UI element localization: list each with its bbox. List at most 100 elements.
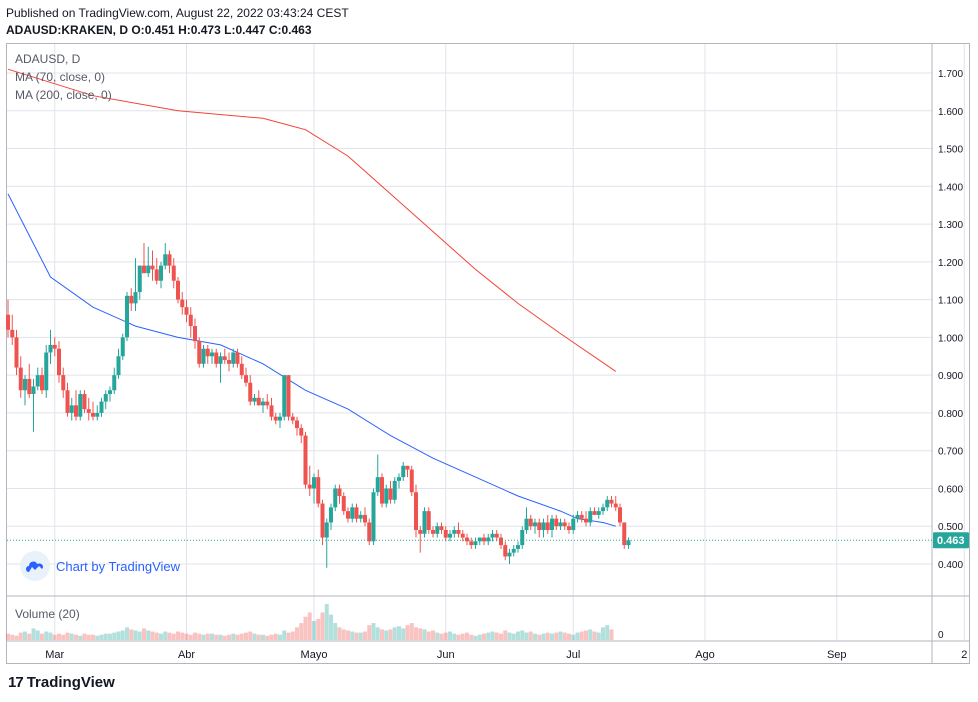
candle-body bbox=[350, 507, 355, 519]
x-tick-label: Mayo bbox=[301, 649, 328, 661]
volume-bar bbox=[273, 633, 278, 640]
candle-body bbox=[460, 533, 465, 538]
candle-body bbox=[533, 522, 537, 527]
volume-bar bbox=[431, 630, 435, 640]
y-tick-label: 0.500 bbox=[938, 522, 963, 533]
volume-bar bbox=[584, 630, 588, 640]
candle-body bbox=[494, 533, 499, 538]
candle-body bbox=[618, 507, 622, 523]
candle-body bbox=[150, 265, 155, 270]
x-tick-label: Jul bbox=[566, 649, 580, 661]
volume-bar bbox=[494, 632, 499, 640]
volume-bar bbox=[261, 634, 265, 640]
candle-body bbox=[550, 518, 554, 531]
ohlc-line: ADAUSD:KRAKEN, D O:0.451 H:0.473 L:0.447… bbox=[6, 23, 312, 37]
volume-bar bbox=[316, 618, 321, 640]
candle-body bbox=[214, 352, 219, 364]
volume-bar bbox=[256, 634, 261, 640]
volume-bar bbox=[6, 633, 10, 640]
candle-body bbox=[524, 518, 529, 531]
candle-body bbox=[520, 530, 525, 546]
volume-bar bbox=[409, 623, 414, 640]
candle-body bbox=[184, 307, 189, 315]
volume-bar bbox=[69, 633, 74, 640]
volume-bar bbox=[176, 631, 180, 640]
candle-body bbox=[18, 367, 23, 391]
volume-bar bbox=[214, 634, 219, 640]
volume-bar bbox=[554, 632, 559, 640]
symbol-label: ADAUSD:KRAKEN, D bbox=[6, 23, 128, 37]
candle-body bbox=[116, 356, 121, 376]
candle-body bbox=[456, 530, 461, 534]
candle-body bbox=[324, 522, 329, 538]
candle-body bbox=[82, 394, 87, 410]
volume-bar bbox=[231, 633, 236, 640]
chart-by-tradingview-badge[interactable]: Chart by TradingView bbox=[20, 551, 180, 581]
candle-body bbox=[57, 348, 61, 376]
candle-body bbox=[507, 552, 512, 557]
volume-bar bbox=[511, 633, 516, 640]
candle-body bbox=[541, 522, 546, 531]
volume-bar bbox=[125, 627, 129, 640]
volume-bar bbox=[91, 634, 95, 640]
volume-bar bbox=[486, 632, 491, 640]
candle-body bbox=[48, 344, 53, 353]
candle-body bbox=[167, 254, 172, 266]
volume-bar bbox=[116, 631, 121, 640]
candle-body bbox=[303, 435, 308, 485]
volume-bar bbox=[252, 633, 257, 640]
volume-bar bbox=[31, 628, 36, 640]
candle-body bbox=[426, 511, 431, 531]
volume-bar bbox=[52, 634, 57, 640]
candle-body bbox=[171, 265, 176, 281]
volume-bar bbox=[329, 614, 333, 640]
volume-bar bbox=[520, 630, 525, 640]
volume-bar bbox=[333, 623, 338, 640]
volume-bar bbox=[23, 631, 27, 640]
volume-bar bbox=[567, 633, 571, 640]
volume-bar bbox=[397, 626, 401, 640]
candle-body bbox=[125, 295, 129, 338]
candle-body bbox=[273, 416, 278, 421]
volume-bar bbox=[380, 629, 384, 640]
candle-body bbox=[490, 533, 495, 538]
volume-bar bbox=[65, 632, 70, 640]
volume-bar bbox=[188, 634, 193, 640]
candle-body bbox=[554, 518, 559, 527]
candle-body bbox=[103, 394, 108, 402]
volume-bar bbox=[146, 630, 151, 640]
candle-body bbox=[477, 537, 482, 542]
candle-body bbox=[375, 477, 380, 493]
open-value: 0.451 bbox=[144, 23, 175, 37]
volume-bar bbox=[469, 634, 474, 640]
candle-body bbox=[252, 397, 257, 402]
volume-bar bbox=[533, 633, 537, 640]
volume-bar bbox=[448, 631, 452, 640]
candle-body bbox=[35, 375, 40, 387]
candle-body bbox=[443, 530, 448, 538]
legend-ma200: MA (200, close, 0) bbox=[15, 88, 112, 102]
volume-bar bbox=[222, 635, 227, 640]
candle-body bbox=[439, 526, 444, 531]
candle-body bbox=[545, 522, 550, 531]
candle-body bbox=[91, 412, 95, 417]
candle-body bbox=[584, 518, 588, 523]
candle-body bbox=[278, 416, 282, 421]
candle-body bbox=[193, 326, 197, 342]
candle-body bbox=[579, 514, 584, 519]
volume-bar bbox=[358, 632, 363, 640]
chart-frame[interactable] bbox=[6, 43, 970, 664]
candle-body bbox=[282, 375, 287, 417]
candle-body bbox=[473, 541, 478, 546]
footer-brand[interactable]: 17 TradingView bbox=[8, 674, 115, 691]
volume-bar bbox=[477, 634, 482, 640]
volume-bar bbox=[61, 634, 66, 640]
candle-body bbox=[256, 397, 261, 406]
volume-bar bbox=[10, 634, 15, 640]
y-tick-label: 1.100 bbox=[938, 296, 963, 307]
volume-bar bbox=[35, 630, 40, 640]
volume-bar bbox=[601, 627, 605, 640]
candle-body bbox=[380, 477, 384, 504]
candle-body bbox=[112, 375, 117, 391]
